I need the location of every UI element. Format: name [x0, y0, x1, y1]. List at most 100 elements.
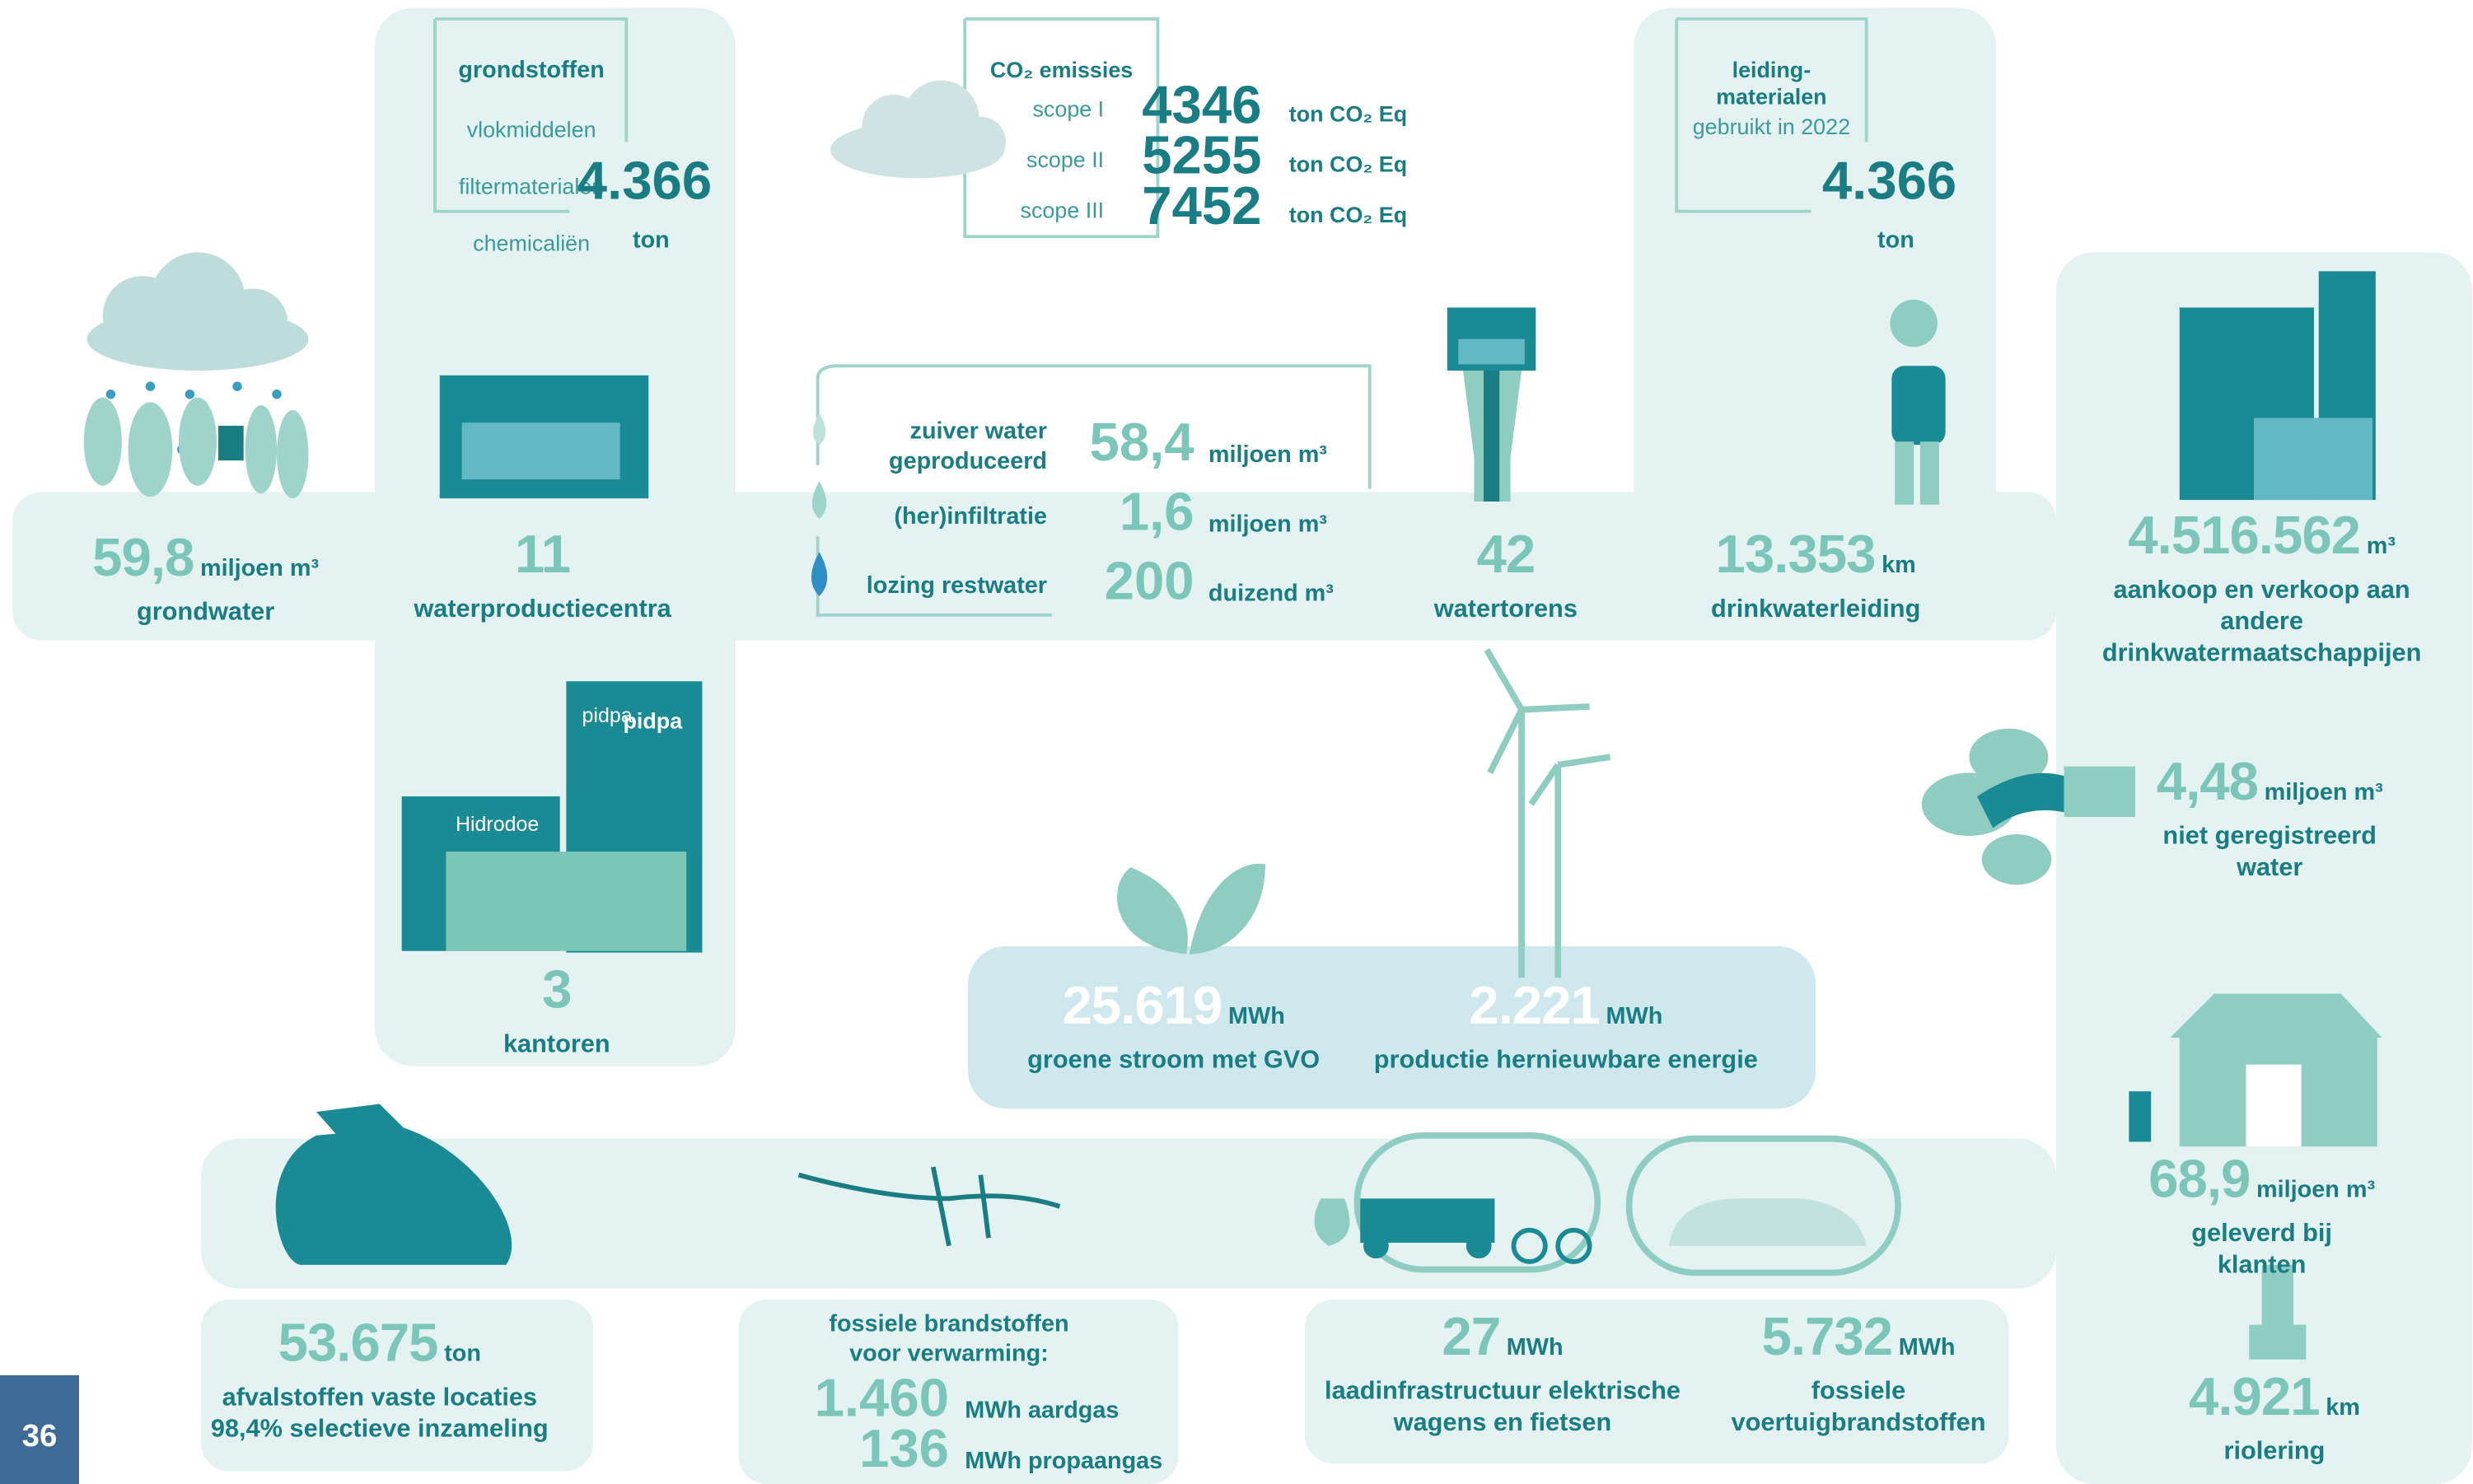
- stat-value: 13.353: [1716, 525, 1876, 586]
- water-unit: duizend m³: [1208, 581, 1334, 608]
- stat-label: kantoren: [503, 1029, 610, 1061]
- raw-line: vlokmiddelen: [435, 115, 628, 143]
- stat-value: 11: [515, 525, 570, 586]
- stat: 4,48 miljoen m³ niet geregistreerd water: [2157, 754, 2383, 884]
- logo-label: Hidrodoe: [456, 812, 539, 836]
- raw-line: chemicaliën: [435, 229, 628, 257]
- raw-value: 4.366: [577, 152, 712, 213]
- stat-value: 27: [1442, 1308, 1500, 1368]
- infographic: 36 grondstoffen vlokmiddelen filtermater…: [0, 0, 2472, 1484]
- water-unit: miljoen m³: [1208, 511, 1327, 538]
- stat-value-line: 5.732 MWh: [1732, 1309, 1986, 1376]
- stat-unit: MWh: [1228, 1003, 1285, 1030]
- stat-label: grondwater: [92, 598, 319, 629]
- water-value: 1,6: [1059, 483, 1194, 544]
- co2-unit: ton CO₂ Eq: [1289, 152, 1407, 177]
- logo-label: pidpa: [623, 708, 682, 734]
- stat-value: 4,48: [2157, 752, 2258, 812]
- stat-label: niet geregistreerd water: [2157, 822, 2383, 885]
- stat-label: riolering: [2189, 1437, 2360, 1468]
- raw-unit: ton: [633, 227, 670, 254]
- co2-value: 7452: [1142, 176, 1261, 238]
- stat-label: productie hernieuwbare energie: [1374, 1046, 1758, 1077]
- stat-unit: ton: [444, 1341, 481, 1368]
- stat-label: aankoop en verkoop aan andere drinkwater…: [2102, 576, 2422, 670]
- water-value: 200: [1059, 552, 1194, 614]
- stat-label: watertorens: [1434, 595, 1578, 626]
- stat-value-line: 13.353km: [1711, 527, 1920, 595]
- raw-title: grondstoffen: [435, 57, 628, 84]
- stat-unit: MWh: [1899, 1334, 1956, 1361]
- water-label: lozing restwater: [822, 571, 1047, 600]
- stat: 3 kantoren: [503, 962, 610, 1062]
- pipe-unit: ton: [1877, 227, 1914, 254]
- stat: 68,9miljoen m³geleverd bij klanten: [2148, 1151, 2375, 1282]
- stat-value-line: 4,48 miljoen m³: [2157, 754, 2383, 821]
- co2-unit: ton CO₂ Eq: [1289, 101, 1407, 127]
- stat-value: 3: [542, 960, 571, 1020]
- stat-label: fossiele voertuigbrandstoffen: [1732, 1377, 1986, 1440]
- page: 36 grondstoffen vlokmiddelen filtermater…: [0, 0, 2473, 1484]
- stat-value-line: 27 MWh: [1325, 1309, 1681, 1376]
- pipe-title: leiding- materialen: [1676, 57, 1866, 110]
- stat-label: drinkwaterleiding: [1711, 595, 1920, 626]
- stat: 27 MWh laadinfrastructuur elektrische wage…: [1325, 1309, 1681, 1440]
- stat-value: 4.921: [2189, 1367, 2320, 1427]
- stat-value: 68,9: [2148, 1150, 2250, 1210]
- stat-label: geleverd bij klanten: [2148, 1219, 2375, 1282]
- stat: 53.675tonafvalstoffen vaste locaties 98,…: [211, 1315, 549, 1446]
- stat-unit: MWh: [1606, 1003, 1663, 1030]
- stat: 5.732 MWh fossiele voertuigbrandstoffen: [1732, 1309, 1986, 1440]
- fossil-unit: MWh propaangas: [965, 1448, 1162, 1475]
- stat-unit: miljoen m³: [2265, 779, 2383, 806]
- stat-unit: km: [2326, 1394, 2360, 1421]
- pipe-subtitle: gebruikt in 2022: [1676, 114, 1866, 139]
- stat-value-line: 11: [414, 527, 671, 595]
- stat-value: 5.732: [1761, 1308, 1892, 1368]
- co2-unit: ton CO₂ Eq: [1289, 202, 1407, 227]
- stat-value: 2.221: [1469, 976, 1600, 1036]
- page-number: 36: [0, 1420, 79, 1456]
- stat-value: 42: [1476, 525, 1535, 586]
- pipe-value: 4.366: [1822, 152, 1956, 213]
- stat-unit: MWh: [1507, 1334, 1564, 1361]
- stat-label: waterproductiecentra: [414, 595, 671, 626]
- stat-unit: miljoen m³: [200, 555, 319, 582]
- co2-title: CO₂ emissies: [990, 57, 1133, 82]
- stat-unit: km: [1882, 552, 1916, 579]
- fossil-unit: MWh aardgas: [965, 1398, 1119, 1425]
- stat-unit: miljoen m³: [2256, 1177, 2375, 1204]
- fossil-title: fossiele brandstoffen voor verwarming:: [760, 1309, 1139, 1369]
- stat-value: 53.675: [278, 1314, 438, 1374]
- stat: 11 waterproductiecentra: [414, 527, 671, 627]
- scope-label: scope III: [980, 197, 1104, 222]
- stat: 42 watertorens: [1434, 527, 1578, 627]
- fossil-value: 136: [775, 1420, 949, 1482]
- stat-label: laadinfrastructuur elektrische wagens en…: [1325, 1377, 1681, 1440]
- stat-value: 25.619: [1062, 976, 1222, 1036]
- scope-label: scope II: [980, 147, 1104, 172]
- scope-label: scope I: [980, 96, 1104, 122]
- stat-value-line: 42: [1434, 527, 1578, 595]
- water-label: zuiver water geproduceerd: [822, 417, 1047, 477]
- water-value: 58,4: [1059, 413, 1194, 475]
- stat-value-line: 3: [503, 962, 610, 1029]
- water-unit: miljoen m³: [1208, 441, 1327, 469]
- stat-value: 4.516.562: [2128, 506, 2360, 567]
- water-label: (her)infiltratie: [822, 502, 1047, 531]
- stat-label: groene stroom met GVO: [1027, 1046, 1320, 1077]
- stat-label: afvalstoffen vaste locaties 98,4% select…: [211, 1383, 549, 1446]
